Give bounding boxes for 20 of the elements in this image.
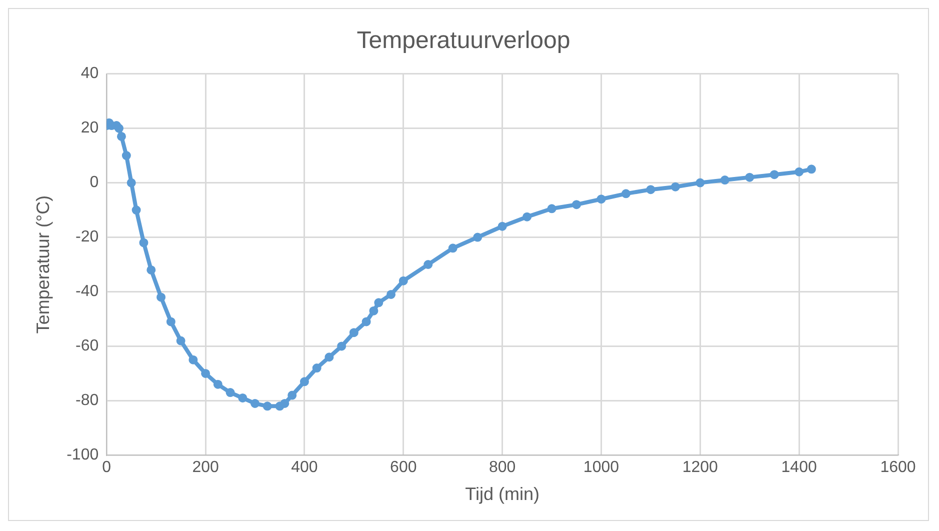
y-axis-title: Temperatuur (°C) bbox=[32, 195, 53, 334]
x-tick-label: 200 bbox=[192, 459, 219, 476]
y-tick-label: -20 bbox=[76, 228, 99, 246]
y-tick-label: -40 bbox=[76, 283, 99, 300]
y-tick-label: 40 bbox=[80, 65, 99, 82]
y-tick-label: -60 bbox=[76, 338, 99, 355]
x-tick-label: 1000 bbox=[583, 459, 620, 476]
x-axis-title: Tijd (min) bbox=[465, 484, 540, 504]
chart-title: Temperatuurverloop bbox=[356, 27, 570, 54]
y-tick-label: -80 bbox=[76, 392, 99, 410]
x-tick-label: 1400 bbox=[781, 459, 817, 476]
x-tick-label: 400 bbox=[291, 459, 318, 476]
x-tick-label: 1200 bbox=[682, 459, 718, 476]
y-tick-label: 0 bbox=[90, 174, 99, 192]
x-tick-label: 800 bbox=[488, 459, 516, 476]
x-tick-label: 0 bbox=[102, 459, 112, 476]
x-tick-label: 1600 bbox=[880, 459, 916, 476]
y-tick-label: -100 bbox=[66, 446, 99, 464]
x-tick-label: 600 bbox=[390, 459, 417, 476]
y-tick-label: 20 bbox=[80, 120, 99, 137]
